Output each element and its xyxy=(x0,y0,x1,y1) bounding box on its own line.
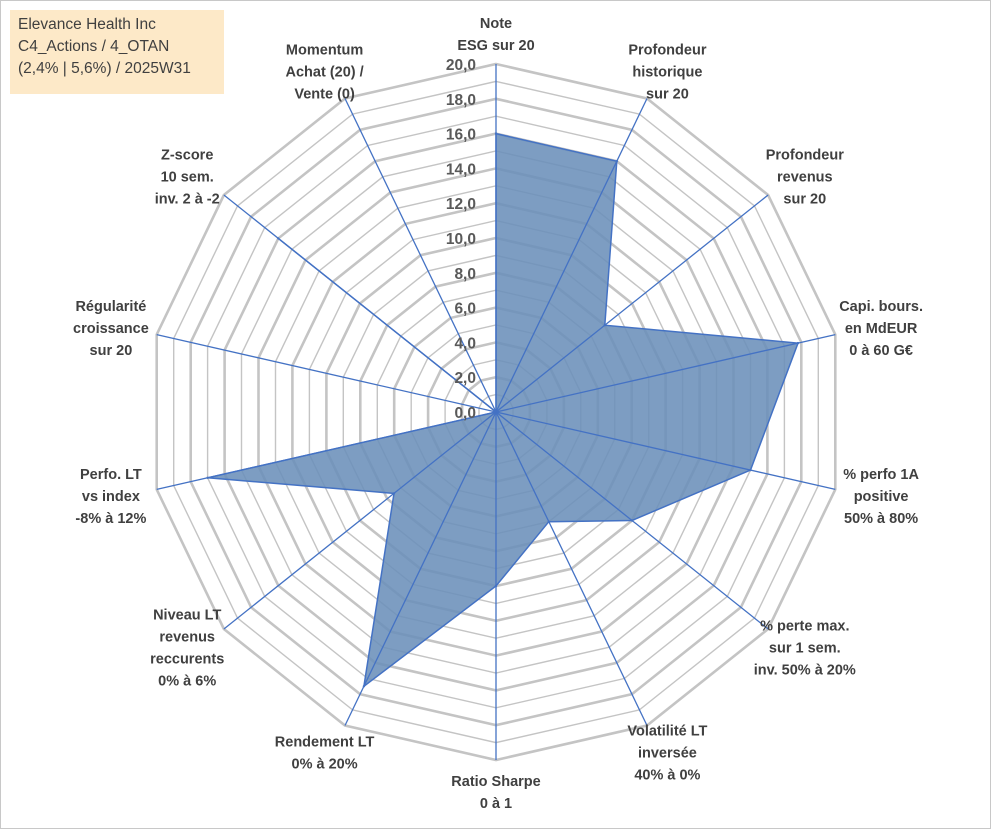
axis-label-line: croissance xyxy=(73,321,149,337)
axis-label-line: Régularité xyxy=(75,299,146,315)
axis-label-line: 40% à 0% xyxy=(634,768,700,784)
axis-label-line: % perfo 1A xyxy=(843,467,919,483)
axis-spoke xyxy=(223,411,497,630)
radar-tick-labels: 0,0 2,0 4,0 6,0 8,0 10,0 12,0 14,0 16,0 18,0 20,0 xyxy=(446,57,476,422)
axis-label-line: Profondeur xyxy=(628,42,706,58)
axis-label: Perfo. LT vs index -8% à 12% xyxy=(75,467,146,527)
axis-label-line: Volatilité LT xyxy=(627,724,707,740)
tick-label: 18,0 xyxy=(446,92,476,109)
axis-label-line: positive xyxy=(854,489,909,505)
axis-label: % perfo 1A positive 50% à 80% xyxy=(843,467,919,527)
axis-label: Régularité croissance sur 20 xyxy=(73,299,149,359)
axis-label-line: 10 sem. xyxy=(161,169,214,185)
axis-label-line: 50% à 80% xyxy=(844,511,918,527)
axis-label: Niveau LT revenus reccurents 0% à 6% xyxy=(150,608,224,690)
axis-label: Ratio Sharpe 0 à 1 xyxy=(451,774,540,812)
tick-label: 8,0 xyxy=(454,266,476,283)
axis-label-line: Capi. bours. xyxy=(839,299,923,315)
axis-label: Profondeur revenus sur 20 xyxy=(766,147,844,207)
tick-label: 6,0 xyxy=(454,301,476,318)
axis-label-line: 0% à 6% xyxy=(158,674,216,690)
axis-label: Note ESG sur 20 xyxy=(457,16,534,54)
tick-label: 20,0 xyxy=(446,57,476,74)
axis-label-line: inversée xyxy=(638,746,697,762)
axis-label-line: sur 20 xyxy=(646,86,689,102)
axis-label: Profondeur historique sur 20 xyxy=(628,42,706,102)
axis-spoke xyxy=(495,333,836,413)
axis-label-line: reccurents xyxy=(150,652,224,668)
axis-spoke xyxy=(156,411,497,491)
axis-label-line: inv. 2 à -2 xyxy=(155,191,220,207)
tick-label: 12,0 xyxy=(446,196,476,213)
axis-spoke xyxy=(495,411,648,726)
axis-label: Z-score 10 sem. inv. 2 à -2 xyxy=(155,147,220,207)
radar-axis-labels: Note ESG sur 20 Profondeur historique sur 20… xyxy=(73,16,923,812)
axis-label: Volatilité LT inversée 40% à 0% xyxy=(627,724,707,784)
axis-spoke xyxy=(495,194,769,413)
axis-label-line: 0 à 1 xyxy=(480,796,512,812)
axis-spoke xyxy=(495,98,648,413)
axis-label-line: Niveau LT xyxy=(153,608,221,624)
axis-spoke xyxy=(156,333,497,413)
axis-label-line: Note xyxy=(480,16,512,32)
axis-label-line: Z-score xyxy=(161,147,213,163)
info-company: Elevance Health Inc xyxy=(18,16,156,33)
axis-label-line: Vente (0) xyxy=(294,86,355,102)
axis-label-line: sur 1 sem. xyxy=(769,641,841,657)
tick-label: 2,0 xyxy=(454,370,476,387)
axis-label-line: Rendement LT xyxy=(275,735,375,751)
axis-label-line: sur 20 xyxy=(90,343,133,359)
axis-label-line: en MdEUR xyxy=(845,321,918,337)
axis-label-line: revenus xyxy=(159,630,215,646)
info-portfolio: C4_Actions / 4_OTAN xyxy=(18,38,170,55)
axis-label-line: % perte max. xyxy=(760,619,849,635)
axis-label-line: Ratio Sharpe xyxy=(451,774,540,790)
axis-label-line: Profondeur xyxy=(766,147,844,163)
axis-label-line: historique xyxy=(632,64,702,80)
axis-label-line: Perfo. LT xyxy=(80,467,142,483)
axis-label-line: vs index xyxy=(82,489,140,505)
axis-label-line: 0 à 60 G€ xyxy=(849,343,913,359)
axis-label-line: sur 20 xyxy=(783,191,826,207)
info-box: Elevance Health Inc C4_Actions / 4_OTAN … xyxy=(10,10,224,94)
tick-label: 0,0 xyxy=(454,405,476,422)
axis-label-line: ESG sur 20 xyxy=(457,38,534,54)
axis-label-line: inv. 50% à 20% xyxy=(754,663,856,679)
tick-label: 4,0 xyxy=(454,335,476,352)
axis-label: Momentum Achat (20) / Vente (0) xyxy=(286,42,364,102)
axis-spoke xyxy=(344,98,497,413)
axis-label: Rendement LT 0% à 20% xyxy=(275,735,375,773)
axis-spoke xyxy=(495,411,769,630)
axis-label: Capi. bours. en MdEUR 0 à 60 G€ xyxy=(839,299,923,359)
tick-label: 16,0 xyxy=(446,127,476,144)
info-period: (2,4% | 5,6%) / 2025W31 xyxy=(18,60,191,77)
tick-label: 14,0 xyxy=(446,161,476,178)
tick-label: 10,0 xyxy=(446,231,476,248)
axis-label-line: Momentum xyxy=(286,42,363,58)
axis-label-line: Achat (20) / xyxy=(286,64,364,80)
radar-spokes xyxy=(156,64,836,760)
axis-spoke xyxy=(223,194,497,413)
axis-label-line: revenus xyxy=(777,169,833,185)
axis-label: % perte max. sur 1 sem. inv. 50% à 20% xyxy=(754,619,856,679)
axis-spoke xyxy=(495,411,836,491)
axis-spoke xyxy=(344,411,497,726)
axis-label-line: -8% à 12% xyxy=(75,511,146,527)
axis-label-line: 0% à 20% xyxy=(292,757,358,773)
